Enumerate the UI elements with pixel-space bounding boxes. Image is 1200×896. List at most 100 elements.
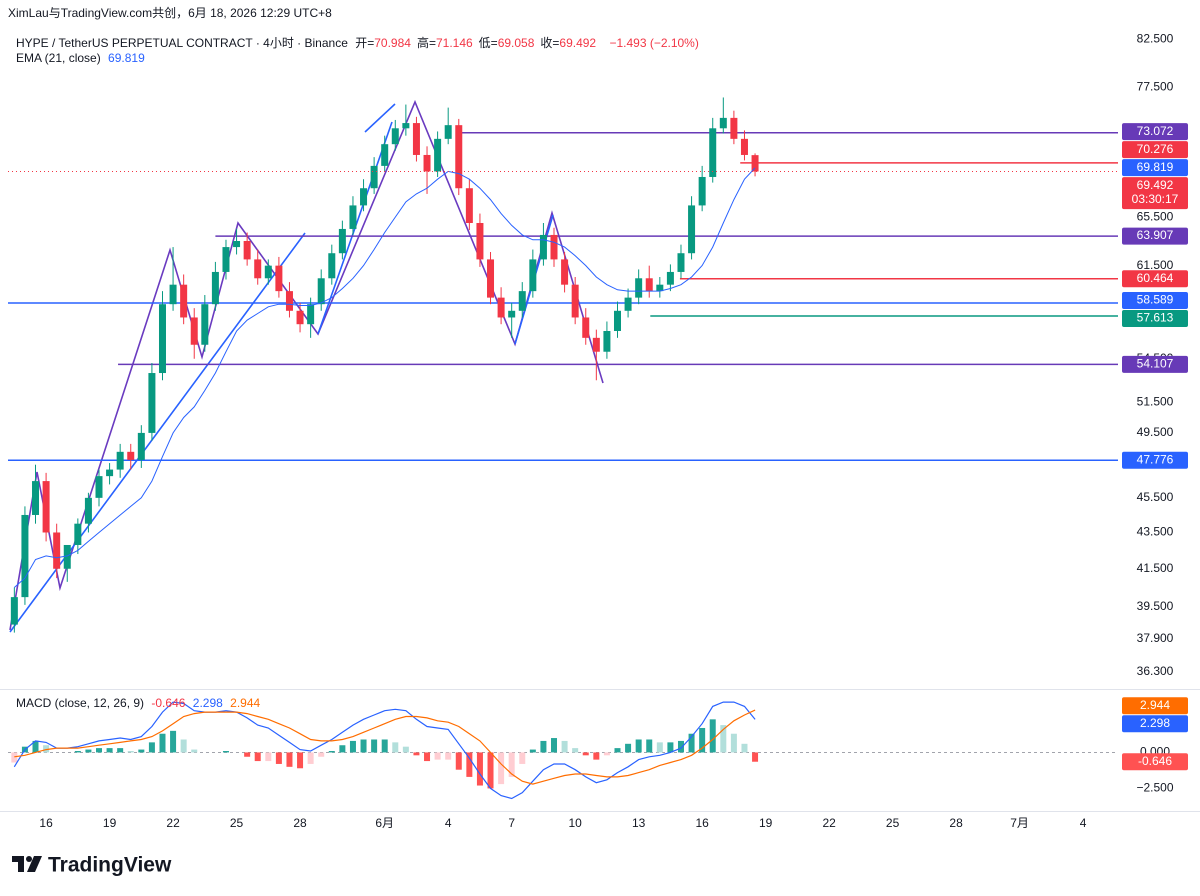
macd-legend: MACD (close, 12, 26, 9) -0.646 2.298 2.9… — [16, 696, 264, 710]
histogram-bar — [96, 748, 103, 753]
histogram-bar — [159, 733, 166, 753]
y-tick-label: 39.500 — [1137, 599, 1174, 613]
histogram-bar — [371, 739, 378, 753]
candle-body — [476, 222, 484, 260]
histogram-bar — [730, 733, 737, 753]
histogram-bar — [349, 740, 356, 753]
candle-body — [508, 310, 516, 318]
y-tick-label: 65.500 — [1137, 209, 1174, 223]
ema-name: EMA (21, close) — [16, 51, 101, 65]
price-label-box — [1122, 141, 1188, 159]
price-label-box — [1122, 123, 1188, 141]
candle-body — [635, 278, 643, 298]
candle-body — [74, 523, 82, 545]
price-label: 47.776 — [1137, 452, 1174, 466]
candle-body — [317, 278, 325, 305]
y-tick-label: 36.300 — [1137, 664, 1174, 678]
candle-body — [751, 155, 759, 172]
candle-body — [624, 297, 632, 311]
histogram-bar — [455, 752, 462, 770]
price-label: 57.613 — [1137, 311, 1174, 325]
x-tick-label: 19 — [103, 816, 117, 830]
histogram-bar — [572, 748, 579, 753]
candle-body — [32, 481, 40, 515]
macd-value: 2.298 — [192, 696, 223, 710]
y-tick-label: −2.500 — [1136, 781, 1173, 795]
ohlc-label: 高= — [416, 36, 436, 50]
price-label: 54.107 — [1137, 357, 1174, 371]
histogram-bar — [307, 752, 314, 764]
x-tick-label: 10 — [568, 816, 582, 830]
drawings — [9, 99, 604, 633]
macd-title: MACD (close, 12, 26, 9) — [16, 696, 145, 710]
price-label-box — [1122, 309, 1188, 327]
histogram-bar — [699, 727, 706, 753]
candle-body — [412, 123, 420, 155]
y-tick-label: 45.500 — [1137, 490, 1174, 504]
histogram-bar — [117, 748, 124, 753]
trend-line — [9, 232, 306, 633]
candle-body — [137, 432, 145, 460]
x-tick-label: 22 — [166, 816, 180, 830]
y-tick-label: 37.900 — [1137, 631, 1174, 645]
candle-body — [423, 154, 431, 172]
trend-line — [364, 103, 396, 133]
histogram-bar — [593, 752, 600, 760]
candle-body — [582, 317, 590, 338]
macd-line — [13, 701, 756, 800]
logo-shape — [26, 856, 32, 862]
histogram-bar — [43, 745, 50, 753]
histogram-bar — [582, 752, 589, 756]
histogram-bar — [74, 751, 81, 753]
histogram-bar — [85, 749, 92, 753]
price-label-box — [1122, 753, 1188, 771]
candle-body — [402, 123, 410, 129]
candle-body — [201, 304, 209, 345]
candle-body — [613, 310, 621, 331]
candle-body — [233, 240, 241, 248]
y-tick-label: 43.500 — [1137, 525, 1174, 539]
candle-body — [391, 128, 399, 145]
histogram-bar — [656, 742, 663, 753]
histogram-bar — [148, 742, 155, 753]
candle-body — [698, 176, 706, 206]
histogram-bar — [688, 733, 695, 753]
ema-line — [13, 167, 756, 588]
histogram-bar — [180, 739, 187, 753]
histogram-bar — [286, 752, 293, 767]
y-tick-label: 77.500 — [1137, 80, 1174, 94]
histogram-bar — [551, 738, 558, 753]
candle-body — [434, 138, 442, 172]
candle-body — [730, 117, 738, 139]
histogram-bar — [392, 742, 399, 753]
zigzag-drawing — [9, 99, 604, 631]
candle-body — [296, 310, 304, 325]
histogram-bar — [603, 752, 610, 756]
price-label: -0.646 — [1138, 754, 1172, 768]
histogram-bar — [529, 749, 536, 753]
histogram-bar — [244, 752, 251, 757]
symbol-legend: HYPE / TetherUS PERPETUAL CONTRACT · 4小时… — [16, 34, 703, 51]
symbol: HYPE / TetherUS PERPETUAL CONTRACT · 4小时… — [16, 36, 348, 50]
candle-body — [645, 278, 653, 292]
histogram-bar — [297, 752, 304, 769]
ohlc-label: 低= — [478, 36, 498, 50]
candle-body — [243, 240, 251, 260]
x-tick-label: 16 — [695, 816, 709, 830]
histogram-bar — [741, 743, 748, 753]
candle-body — [275, 265, 283, 292]
candle-body — [10, 597, 18, 625]
y-tick-label: 61.500 — [1137, 258, 1174, 272]
brand-logo — [12, 856, 42, 872]
candle-body — [180, 284, 188, 318]
candle-body — [42, 481, 50, 533]
candle-body — [158, 304, 166, 374]
ohlc-label: 开= — [355, 36, 375, 50]
x-tick-label: 4 — [445, 816, 452, 830]
histogram-bar — [519, 752, 526, 764]
candle-body — [21, 514, 29, 598]
attribution: XimLau与TradingView.com共创，6月 18, 2026 12:… — [8, 6, 332, 20]
candle-body — [444, 125, 452, 139]
candle-body — [592, 337, 600, 352]
histogram-bar — [466, 752, 473, 777]
